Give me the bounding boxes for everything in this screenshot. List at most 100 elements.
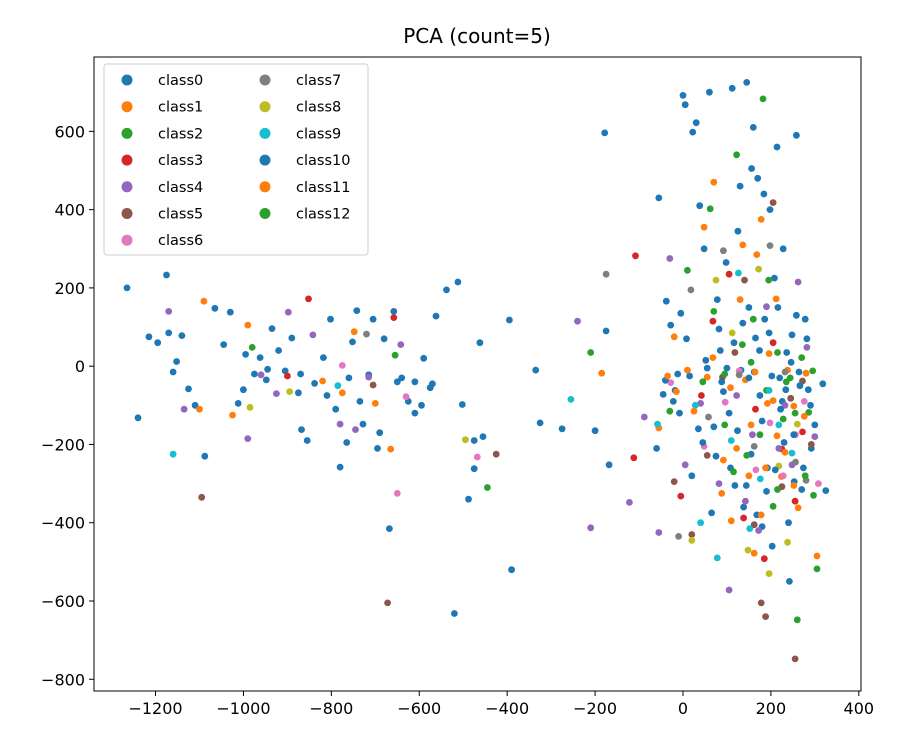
data-point	[508, 566, 515, 574]
data-point	[683, 335, 690, 343]
data-point	[470, 437, 478, 444]
data-point	[169, 368, 177, 376]
data-point	[443, 286, 450, 294]
data-point	[727, 517, 735, 525]
data-point	[791, 409, 799, 417]
data-point	[268, 325, 276, 332]
data-point	[710, 308, 718, 315]
data-point	[264, 365, 271, 373]
data-point	[640, 413, 648, 421]
y-tick-label: 400	[54, 201, 85, 220]
data-point	[785, 519, 792, 527]
data-point	[734, 427, 741, 435]
y-tick-label: −200	[41, 435, 85, 454]
data-point	[655, 529, 663, 536]
data-point	[288, 334, 296, 342]
data-point	[411, 409, 419, 417]
x-tick-label: −200	[573, 699, 617, 718]
data-point	[815, 480, 822, 487]
data-point	[747, 421, 755, 429]
data-point	[630, 454, 638, 462]
legend-marker	[259, 127, 271, 139]
data-point	[666, 407, 674, 415]
data-point	[690, 407, 698, 415]
data-point	[720, 388, 727, 395]
data-point	[792, 458, 799, 466]
data-point	[822, 487, 830, 494]
data-point	[262, 376, 270, 384]
legend-label: class9	[296, 126, 341, 142]
data-point	[733, 392, 740, 399]
data-point	[676, 409, 683, 417]
data-point	[154, 339, 162, 347]
data-point	[736, 296, 744, 303]
data-point	[309, 331, 317, 339]
series-class12	[666, 266, 817, 493]
data-point	[653, 445, 660, 452]
data-point	[811, 433, 819, 440]
data-point	[769, 397, 777, 404]
data-point	[743, 452, 751, 459]
legend-item-class11: class11	[259, 180, 350, 196]
series-class10	[240, 165, 814, 527]
data-point	[779, 415, 787, 423]
legend-item-class5: class5	[121, 207, 203, 223]
data-point	[725, 270, 733, 278]
data-point	[686, 372, 693, 380]
legend-marker	[259, 74, 271, 86]
x-tick-label: −600	[397, 699, 441, 718]
legend-marker	[259, 101, 271, 113]
data-point	[697, 519, 704, 527]
data-point	[750, 549, 758, 557]
data-point	[720, 456, 727, 464]
data-point	[178, 332, 186, 339]
data-point	[804, 386, 812, 394]
data-point	[775, 445, 783, 452]
data-point	[793, 311, 800, 319]
data-point	[793, 420, 801, 428]
data-point	[691, 401, 699, 409]
data-point	[191, 401, 199, 409]
data-point	[769, 502, 777, 510]
data-point	[757, 599, 765, 607]
legend-item-class0: class0	[121, 73, 203, 89]
data-point	[244, 321, 252, 329]
data-point	[688, 531, 696, 538]
data-point	[387, 445, 395, 453]
data-point	[730, 339, 738, 347]
data-point	[769, 199, 777, 207]
data-point	[755, 527, 762, 534]
data-point	[244, 435, 252, 442]
data-point	[803, 344, 811, 351]
data-point	[756, 431, 764, 439]
legend-item-class4: class4	[121, 180, 203, 196]
data-point	[397, 341, 405, 348]
data-point	[458, 401, 466, 408]
data-point	[734, 227, 742, 235]
y-tick-label: −400	[41, 514, 85, 533]
legend-label: class11	[296, 180, 350, 196]
data-point	[745, 374, 753, 382]
data-point	[681, 461, 689, 469]
data-point	[242, 351, 250, 358]
data-point	[721, 370, 729, 378]
data-point	[751, 368, 759, 376]
data-point	[411, 378, 419, 386]
data-point	[536, 419, 544, 427]
data-point	[749, 124, 757, 131]
data-point	[567, 396, 575, 403]
data-point	[759, 95, 767, 103]
data-point	[602, 327, 610, 335]
data-point	[334, 382, 342, 390]
data-point	[739, 319, 747, 327]
data-point	[298, 426, 305, 433]
data-point	[781, 368, 789, 376]
data-point	[386, 525, 393, 532]
data-point	[420, 354, 428, 362]
data-point	[706, 88, 713, 96]
data-point	[747, 358, 755, 366]
data-point	[185, 385, 192, 393]
data-point	[180, 405, 188, 413]
data-point	[703, 364, 711, 372]
